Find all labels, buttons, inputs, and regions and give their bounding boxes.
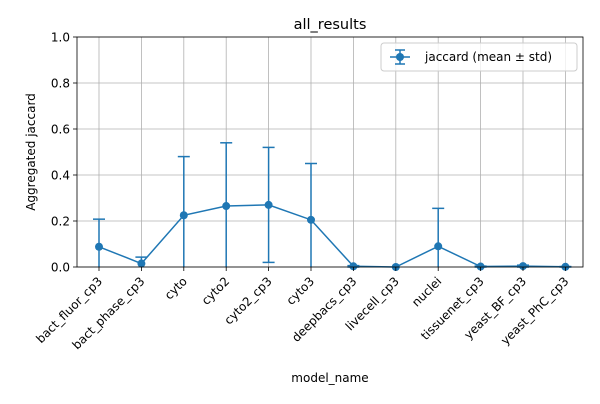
legend-box (380, 42, 578, 72)
y-axis: 0.0 0.2 0.4 0.6 0.8 1.0 (51, 31, 77, 275)
legend-marker (396, 53, 404, 61)
y-tick-label: 0.4 (51, 169, 70, 183)
y-axis-label: Aggregated jaccard (24, 93, 38, 211)
data-point (476, 262, 485, 271)
data-point (137, 259, 146, 268)
series-line (98, 204, 566, 268)
data-point (222, 202, 231, 211)
data-point (434, 242, 443, 251)
legend-label: jaccard (mean ± std) (424, 50, 552, 64)
y-tick-label: 1.0 (51, 31, 70, 45)
data-point (95, 242, 103, 251)
data-points (95, 200, 570, 271)
data-point (349, 262, 358, 271)
plot-frame (76, 36, 584, 268)
data-point (307, 215, 315, 224)
y-tick-label: 0.8 (51, 77, 70, 91)
data-point (519, 262, 527, 271)
y-tick-label: 0.0 (51, 261, 70, 275)
series-lines (98, 204, 566, 268)
chart-title: all_results (294, 17, 367, 33)
y-tick-label: 0.6 (51, 123, 70, 137)
y-tick-label: 0.2 (51, 215, 70, 229)
data-point (264, 200, 273, 209)
x-axis-label: model_name (291, 371, 368, 385)
data-point (179, 211, 188, 220)
legend: jaccard (mean ± std) (380, 42, 578, 72)
